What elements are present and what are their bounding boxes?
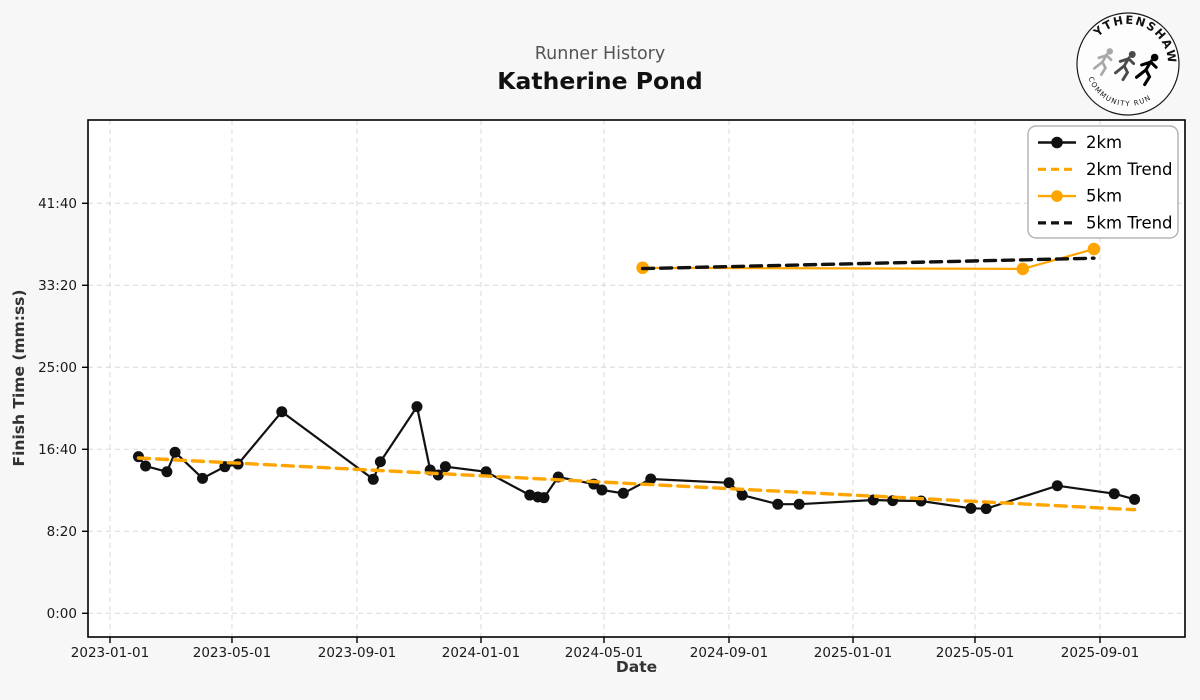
x-tick-label: 2024-09-01	[690, 645, 768, 661]
logo-runner-icon	[1093, 48, 1159, 87]
y-tick-label: 41:40	[38, 196, 77, 212]
data-point	[645, 473, 657, 485]
data-point	[439, 461, 451, 473]
runner-silhouette	[1114, 50, 1136, 82]
data-point	[1129, 493, 1141, 505]
x-tick-label: 2023-01-01	[71, 645, 149, 661]
data-point	[1016, 262, 1030, 276]
data-point	[538, 492, 550, 504]
plot-area	[88, 120, 1185, 637]
x-tick-label: 2025-09-01	[1061, 645, 1139, 661]
data-point	[772, 498, 784, 510]
x-axis-label: Date	[616, 658, 657, 676]
data-point	[161, 466, 173, 478]
legend-label: 2km	[1086, 133, 1122, 152]
x-tick-label: 2023-05-01	[193, 645, 271, 661]
data-point	[1087, 242, 1101, 256]
legend-label: 5km Trend	[1086, 213, 1173, 232]
x-tick-label: 2024-01-01	[442, 645, 520, 661]
data-point	[411, 401, 423, 413]
data-point	[1051, 480, 1063, 492]
x-tick-label: 2024-05-01	[565, 645, 643, 661]
data-point	[140, 460, 152, 472]
x-tick-label: 2023-09-01	[318, 645, 396, 661]
data-point	[196, 472, 208, 484]
y-tick-label: 0:00	[47, 606, 77, 622]
y-tick-label: 25:00	[38, 360, 77, 376]
data-point	[965, 502, 977, 514]
logo-ring	[1076, 12, 1180, 116]
legend-item: 2km	[1038, 133, 1122, 152]
data-point	[374, 456, 386, 468]
runner-silhouette	[1093, 48, 1114, 76]
data-point	[367, 473, 379, 485]
data-point	[617, 487, 629, 499]
legend-item: 2km Trend	[1038, 160, 1173, 179]
legend: 2km 2km Trend 5km 5km Trend	[1027, 125, 1179, 239]
axis-ticks: 2023-01-01 2023-05-01 2023-09-01 2024-01-01…	[38, 196, 1139, 661]
x-tick-label: 2025-05-01	[936, 645, 1014, 661]
legend-label: 5km	[1086, 187, 1122, 206]
data-point	[793, 498, 805, 510]
gridlines	[88, 120, 1185, 637]
x-tick-label: 2025-01-01	[814, 645, 892, 661]
legend-label: 2km Trend	[1086, 160, 1173, 179]
runner-silhouette	[1134, 53, 1159, 87]
data-point	[169, 446, 181, 458]
y-tick-label: 8:20	[47, 524, 77, 540]
data-point	[736, 489, 748, 501]
data-point	[596, 484, 608, 496]
club-logo: WYTHENSHAWE COMMUNITY RUN	[1062, 4, 1194, 117]
y-axis-label: Finish Time (mm:ss)	[10, 290, 28, 467]
y-tick-label: 16:40	[38, 442, 77, 458]
data-point	[276, 406, 288, 418]
series-5km-trend	[640, 256, 1096, 271]
series-2km-trend	[136, 456, 1137, 512]
legend-item: 5km	[1038, 187, 1122, 206]
data-point	[980, 503, 992, 515]
data-point	[1108, 488, 1120, 500]
y-tick-label: 33:20	[38, 278, 77, 294]
data-point	[723, 477, 735, 489]
plot-frame	[87, 119, 1186, 638]
legend-item: 5km Trend	[1038, 213, 1173, 232]
